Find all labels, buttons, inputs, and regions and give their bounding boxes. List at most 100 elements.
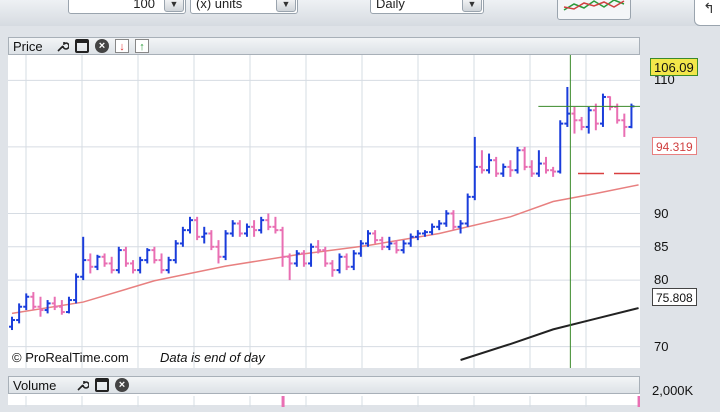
ohlc-bar <box>201 226 208 244</box>
side-panel-tab[interactable]: ↰ <box>694 0 720 26</box>
ohlc-bar <box>514 146 521 174</box>
ohlc-bar <box>243 223 250 237</box>
ohlc-bar <box>550 166 557 177</box>
price-chart-area[interactable]: © ProRealTime.com Data is end of day <box>8 55 643 368</box>
ohlc-bar <box>493 156 500 177</box>
y-tick-label: 110 <box>654 72 675 88</box>
ohlc-bar <box>16 303 23 324</box>
wrench-icon[interactable] <box>55 39 70 53</box>
price-panel-header: Price × ↓ ↑ <box>8 37 640 55</box>
arrow-up-icon[interactable]: ↑ <box>135 39 149 53</box>
ohlc-bar <box>272 216 279 234</box>
ohlc-bar <box>543 156 549 174</box>
ohlc-bar <box>265 213 272 231</box>
ohlc-bar <box>429 223 436 235</box>
volume-panel-title: Volume <box>13 378 57 393</box>
ohlc-bar <box>322 246 329 267</box>
close-icon[interactable]: × <box>95 39 109 53</box>
chevron-down-icon: ▼ <box>169 0 179 9</box>
ohlc-bar <box>500 163 507 177</box>
ohlc-bar <box>9 316 15 331</box>
units-select-dropdown[interactable]: ▼ <box>276 0 296 12</box>
ohlc-bar <box>80 236 87 281</box>
ohlc-bar <box>23 293 30 311</box>
price-chart <box>8 55 643 368</box>
ohlc-bar <box>293 250 300 267</box>
ohlc-bar <box>450 210 457 231</box>
volume-chart-area[interactable] <box>8 394 643 407</box>
last-price-tag: 106.09 <box>650 58 698 76</box>
ohlc-bar <box>557 120 564 174</box>
ohlc-bar <box>407 233 414 247</box>
ohlc-bar <box>130 260 137 274</box>
ohlc-bar <box>564 86 571 127</box>
chart-style-icon <box>563 0 625 11</box>
ohlc-bar <box>279 226 286 267</box>
ohlc-bar <box>621 113 628 137</box>
ohlc-bar <box>393 240 400 254</box>
ohlc-bar <box>94 254 101 271</box>
units-select-value: (x) units <box>196 0 243 11</box>
ohlc-bar <box>315 240 322 254</box>
units-count-value: 100 <box>133 0 155 11</box>
window-icon[interactable] <box>95 378 109 392</box>
units-count-field[interactable]: 100 ▼ <box>68 0 186 14</box>
ohlc-bar <box>350 250 357 271</box>
ohlc-bar <box>507 160 514 177</box>
arrow-down-icon[interactable]: ↓ <box>115 39 129 53</box>
window-icon[interactable] <box>75 39 89 53</box>
ma-long-price-tag: 75.808 <box>652 288 697 306</box>
ohlc-bar <box>599 93 606 127</box>
ohlc-bar <box>607 95 614 111</box>
ohlc-bar <box>478 150 485 174</box>
wrench-icon[interactable] <box>75 378 90 392</box>
ohlc-bar <box>379 236 386 251</box>
ohlc-bar <box>308 243 315 267</box>
ohlc-bar <box>208 230 215 251</box>
ohlc-bar <box>172 240 179 264</box>
ohlc-bar <box>486 153 493 174</box>
ohlc-bar <box>286 253 293 281</box>
ohlc-bar <box>300 250 307 267</box>
chevron-down-icon: ▼ <box>281 0 291 9</box>
ohlc-bar <box>400 240 407 254</box>
y-tick-label: 90 <box>654 205 669 221</box>
ohlc-bar <box>44 300 51 314</box>
ohlc-bar <box>578 116 585 131</box>
ohlc-bar <box>122 246 129 267</box>
ohlc-bar <box>108 256 115 274</box>
y-tick-label: 85 <box>654 238 669 254</box>
ohlc-bar <box>471 136 478 201</box>
volume-bar <box>637 396 641 407</box>
ohlc-bar <box>528 160 535 177</box>
period-select-dropdown[interactable]: ▼ <box>462 0 482 12</box>
ohlc-bar <box>51 296 58 311</box>
ohlc-bar <box>215 240 222 264</box>
arrow-icon: ↰ <box>703 0 715 16</box>
toolbar: 100 ▼ (x) units ▼ Daily ▼ ↰ <box>0 0 720 26</box>
ohlc-bar <box>73 273 80 304</box>
ma-long-line <box>460 307 639 361</box>
y-tick-label: 70 <box>654 338 669 354</box>
units-count-spinner[interactable]: ▼ <box>164 0 184 12</box>
chart-style-button[interactable] <box>557 0 631 20</box>
ohlc-bar <box>144 248 151 264</box>
ohlc-bar <box>258 216 265 234</box>
ohlc-bar <box>521 146 528 171</box>
chevron-down-icon: ▼ <box>467 0 477 9</box>
period-select[interactable]: Daily ▼ <box>370 0 484 14</box>
ohlc-bar <box>436 220 443 231</box>
ohlc-bar <box>137 256 144 274</box>
units-select[interactable]: (x) units ▼ <box>190 0 298 14</box>
ohlc-bar <box>343 253 350 271</box>
ohlc-bar <box>158 253 165 274</box>
watermark-brand: © ProRealTime.com <box>12 350 129 365</box>
ohlc-bar <box>421 230 428 237</box>
ohlc-bar <box>251 220 258 237</box>
ohlc-bar <box>329 260 336 277</box>
ohlc-bar <box>115 246 122 274</box>
ohlc-bar <box>571 106 578 134</box>
volume-bar <box>281 396 285 407</box>
ohlc-bar <box>179 226 186 247</box>
close-icon[interactable]: × <box>115 378 129 392</box>
